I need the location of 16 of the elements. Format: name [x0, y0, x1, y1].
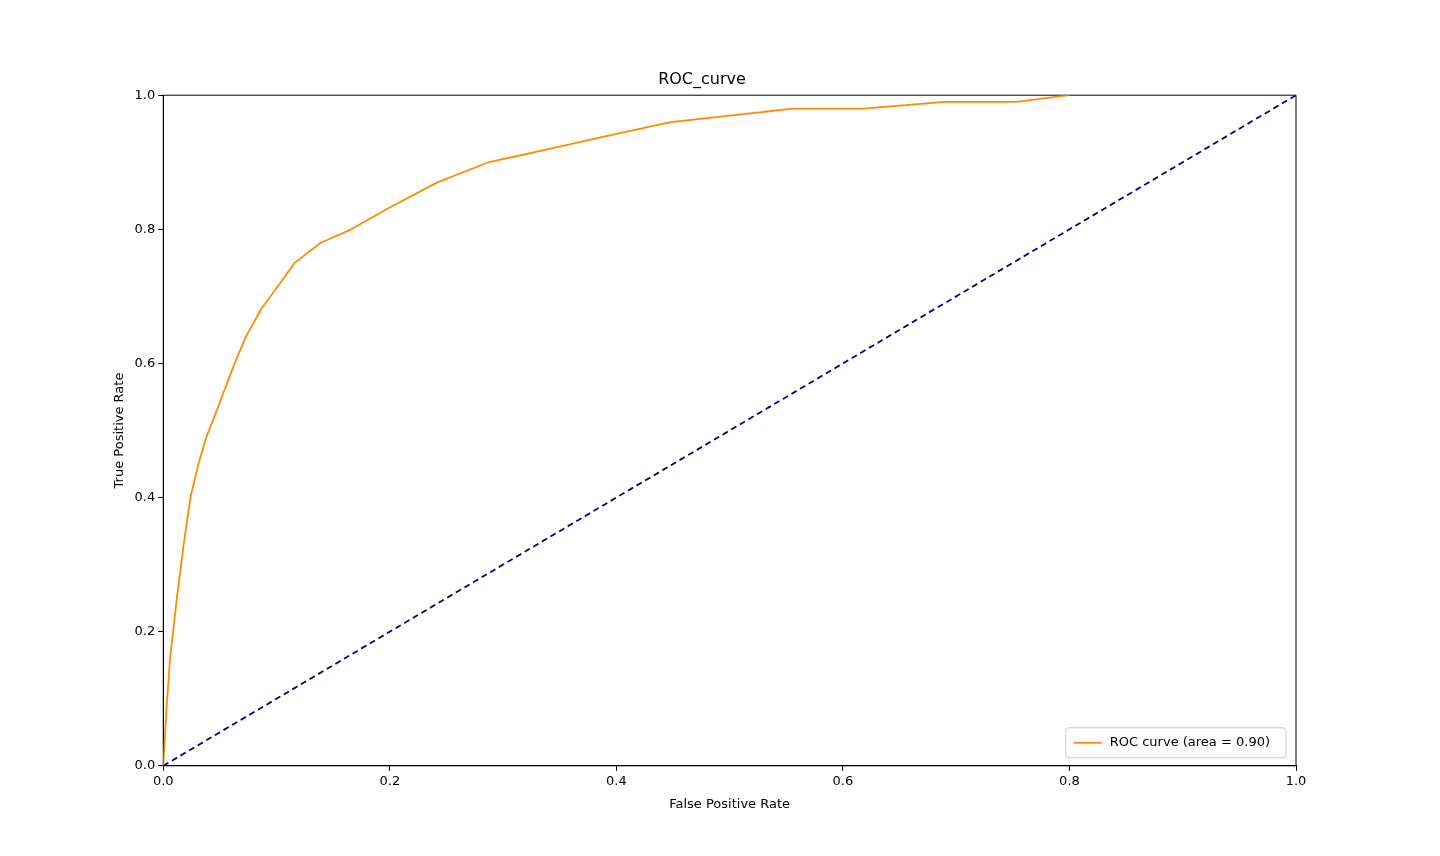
y-tick-label: 0.8 [134, 220, 156, 236]
x-tick-label: 0.6 [832, 772, 854, 788]
y-axis-title: True Positive Rate [111, 372, 127, 490]
x-axis-title: False Positive Rate [669, 795, 791, 811]
x-tick-label: 1.0 [1285, 772, 1307, 788]
y-tick-label: 1.0 [134, 86, 156, 102]
x-tick-label: 0.2 [379, 772, 401, 788]
x-tick-label: 0.0 [152, 772, 174, 788]
y-tick-label: 0.4 [134, 488, 156, 504]
legend-label: ROC curve (area = 0.90) [1109, 734, 1270, 750]
x-tick-label: 0.8 [1059, 772, 1080, 788]
x-tick-label: 0.4 [606, 772, 627, 788]
y-tick-label: 0.2 [134, 623, 156, 639]
y-tick-label: 0.6 [134, 354, 156, 370]
y-tick-label: 0.0 [134, 757, 156, 773]
chart-title: ROC_curve [658, 68, 746, 89]
